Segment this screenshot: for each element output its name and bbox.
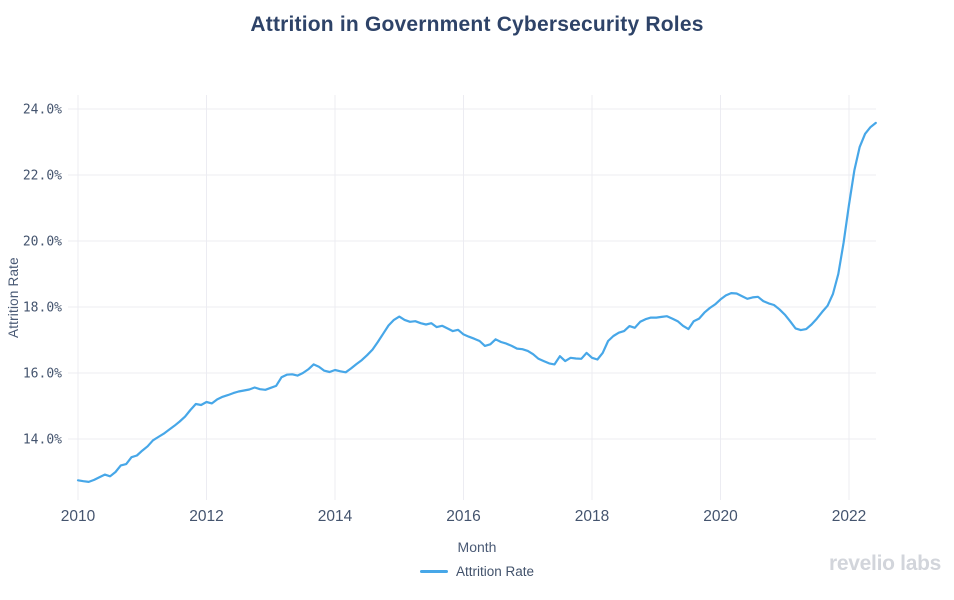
legend-series-label: Attrition Rate (455, 564, 535, 579)
x-tick-label: 2020 (703, 508, 738, 525)
y-tick-label: 14.0% (23, 433, 62, 448)
attrition-rate-line (76, 121, 877, 483)
y-tick-label: 22.0% (23, 169, 62, 184)
legend[interactable]: Attrition Rate (0, 564, 954, 579)
x-axis-title: Month (457, 539, 497, 555)
y-tick-label: 24.0% (23, 103, 62, 118)
x-tick-label: 2018 (575, 508, 609, 525)
revelio-labs-logo: revelio labs (829, 552, 941, 575)
x-tick-label: 2022 (832, 508, 866, 525)
x-tick-label: 2012 (189, 508, 223, 525)
chart-title: Attrition in Government Cybersecurity Ro… (250, 13, 704, 36)
x-tick-label: 2010 (61, 508, 96, 525)
x-tick-label: 2016 (446, 508, 480, 525)
y-tick-label: 20.0% (23, 235, 62, 250)
x-tick-label: 2014 (318, 508, 353, 525)
y-tick-label: 16.0% (23, 367, 62, 382)
y-tick-label: 18.0% (23, 301, 62, 316)
legend-line-swatch (419, 570, 448, 573)
